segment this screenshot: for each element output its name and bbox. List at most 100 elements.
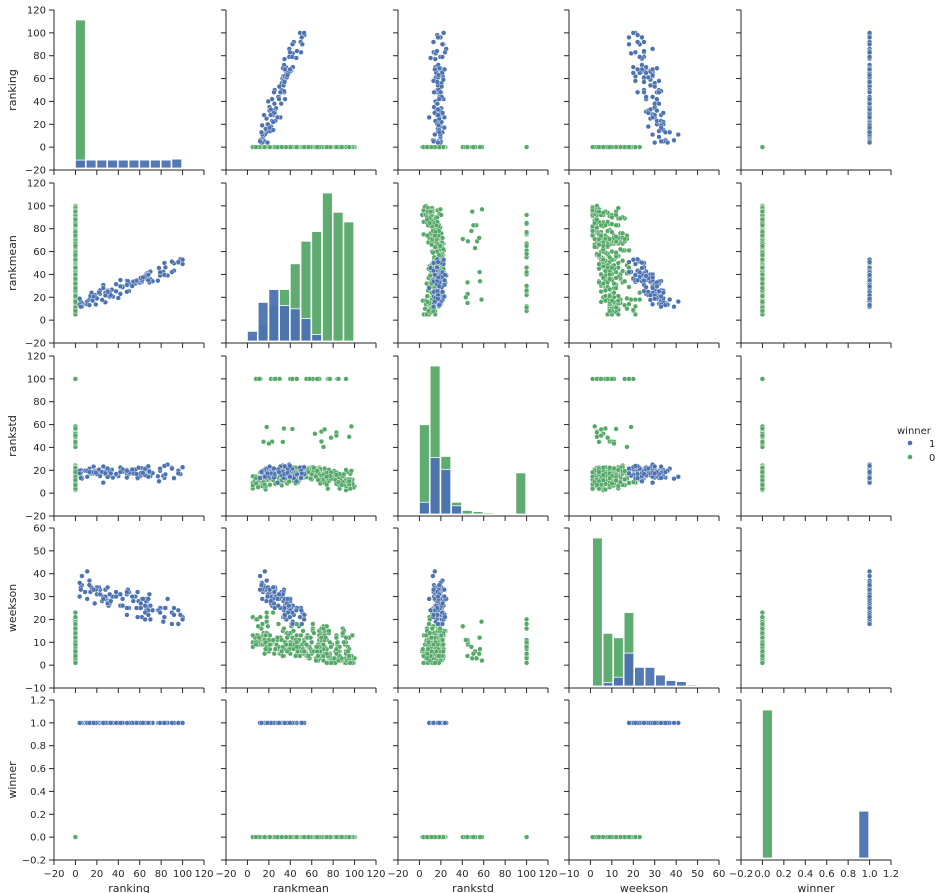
point-rankstd-rankmean-398 [324,474,330,480]
point-ranking-weekson-35 [660,110,666,116]
point-rankmean-weekson-368 [613,275,619,281]
point-rankstd-ranking-87 [102,470,109,476]
point-rankstd-ranking-68 [93,470,99,476]
point-rankstd-rankmean-305 [348,468,355,474]
point-rankmean-weekson-389 [598,233,604,239]
point-rankmean-winner-394 [759,217,766,223]
point-ranking-rankstd-97 [435,140,441,146]
point-rankstd-rankmean-195 [328,435,334,441]
point-rankstd-weekson-195 [604,435,611,441]
point-ranking-weekson-45 [630,30,636,36]
point-rankmean-weekson-354 [596,242,602,248]
point-rankstd-weekson-86 [658,464,664,470]
panel-rankstd-vs-rankstd [393,355,549,521]
point-rankmean-weekson-86 [658,293,664,300]
point-ranking-rankstd-96 [431,138,437,145]
point-ranking-weekson-96 [658,138,664,145]
point-rankmean-weekson-338 [607,286,613,292]
hist-bar-ranking-winner1-bin9 [171,158,183,169]
point-rankstd-rankmean-9 [298,475,304,481]
point-rankmean-rankstd-86 [441,293,447,300]
y-tick-label: 0 [40,316,46,327]
point-rankstd-ranking-86 [90,464,97,470]
panel-ranking-vs-rankstd [393,9,549,175]
point-rankmean-weekson-97 [652,296,658,302]
point-rankstd-weekson-378 [609,376,615,382]
point-ranking-rankmean-41 [294,48,300,54]
point-ranking-weekson-71 [652,101,658,107]
point-ranking-rankstd-87 [435,112,441,118]
point-rankmean-ranking-68 [93,301,99,308]
point-rankstd-rankmean-94 [282,463,288,469]
point-rankstd-weekson-355 [589,469,596,475]
point-rankmean-weekson-260 [619,230,626,236]
point-rankstd-weekson-99 [632,463,639,469]
point-rankmean-ranking-89 [145,272,151,278]
point-ranking-rankstd-81 [434,101,441,107]
point-rankmean-winner-98 [866,302,873,308]
point-rankmean-winner-94 [866,277,873,283]
hist-bar-rankmean-winner1-bin5 [300,318,312,342]
point-rankmean-rankstd-369 [469,209,475,215]
point-rankstd-rankmean-375 [333,472,340,478]
point-ranking-rankstd-94 [442,66,448,73]
y-tick-label: −20 [25,512,46,523]
point-rankstd-rankmean-98 [258,469,265,475]
point-rankstd-ranking-81 [113,471,119,477]
point-rankstd-rankmean-219 [289,426,296,432]
point-rankstd-weekson-98 [662,469,669,475]
point-rankstd-rankmean-267 [343,376,349,382]
point-rankstd-weekson-249 [622,376,628,382]
point-rankstd-ranking-396 [72,376,79,382]
point-rankmean-rankstd-357 [430,250,436,256]
point-ranking-weekson-379 [632,144,639,150]
point-rankstd-weekson-376 [617,479,624,485]
point-ranking-rankmean-396 [314,144,320,150]
point-rankmean-rankstd-112 [523,283,530,289]
point-rankmean-weekson-384 [596,209,602,215]
point-rankmean-ranking-61 [99,297,105,303]
hist-bar-rankmean-winner0-bin6 [311,231,323,342]
hist-bar-rankmean-winner1-bin3 [279,305,290,342]
point-rankmean-ranking-388 [72,285,79,291]
y-tick-label: 20 [33,293,46,304]
point-ranking-weekson-41 [641,48,647,54]
point-rankmean-rankstd-174 [523,229,530,235]
y-tick-label: −20 [25,339,46,350]
point-ranking-weekson-66 [656,78,662,84]
point-ranking-weekson-83 [643,94,649,100]
point-ranking-weekson-395 [596,144,602,150]
point-ranking-weekson-399 [600,144,606,150]
point-rankstd-rankmean-314 [281,425,287,432]
point-rankmean-weekson-355 [589,228,596,234]
point-rankstd-rankmean-263 [320,444,327,450]
point-rankstd-weekson-199 [628,424,634,430]
hist-bar-rankmean-winner0-bin7 [322,192,333,342]
point-rankstd-rankmean-232 [348,423,355,430]
point-rankmean-rankstd-378 [523,265,530,271]
y-tick-label: 20 [33,466,46,477]
point-ranking-rankstd-68 [436,122,442,129]
point-ranking-winner-399 [759,144,766,150]
panel-ranking-vs-winner [736,9,892,175]
point-rankmean-weekson-345 [615,311,621,318]
point-rankstd-weekson-351 [596,439,602,445]
point-ranking-rankmean-60 [271,89,277,95]
point-rankmean-weekson-51 [639,265,645,271]
point-rankmean-ranking-90 [108,292,114,298]
point-ranking-winner-72 [866,34,873,41]
point-rankmean-ranking-87 [102,292,109,299]
point-rankmean-ranking-91 [133,278,140,284]
point-rankstd-ranking-98 [86,469,93,475]
point-rankmean-rankstd-269 [463,294,469,300]
point-rankmean-weekson-288 [600,210,606,216]
point-rankmean-weekson-382 [613,234,619,240]
hist-bar-rankstd-winner0-bin6 [483,512,495,515]
point-ranking-weekson-300 [637,144,643,150]
point-ranking-winner-90 [866,106,873,113]
hist-bar-rankmean-winner1-bin0 [247,330,258,342]
point-rankmean-weekson-271 [626,247,632,254]
point-rankmean-weekson-399 [600,281,606,287]
point-rankmean-weekson-326 [626,265,632,271]
point-ranking-weekson-75 [645,74,651,81]
